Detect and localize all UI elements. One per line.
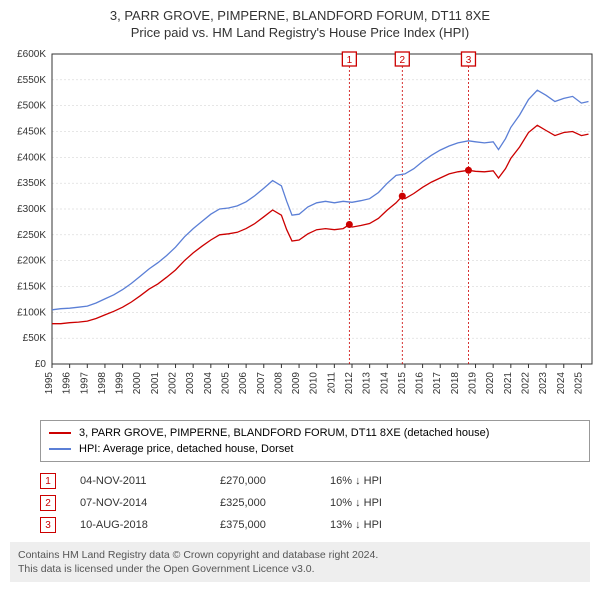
sales-row: 1 04-NOV-2011 £270,000 16% ↓ HPI (40, 470, 590, 492)
svg-text:£400K: £400K (17, 152, 46, 163)
line-chart-svg: £0 £50K £100K £150K £200K £250K £300K £350K £400… (0, 44, 600, 414)
svg-text:£300K: £300K (17, 204, 46, 215)
legend: 3, PARR GROVE, PIMPERNE, BLANDFORD FORUM… (40, 420, 590, 462)
sale-price: £375,000 (220, 519, 330, 531)
svg-text:2016: 2016 (415, 372, 426, 395)
svg-text:2012: 2012 (344, 372, 355, 395)
svg-text:£150K: £150K (17, 282, 46, 293)
svg-text:2001: 2001 (150, 372, 161, 395)
svg-text:2024: 2024 (556, 372, 567, 395)
legend-swatch-red (49, 432, 71, 434)
sales-row: 2 07-NOV-2014 £325,000 10% ↓ HPI (40, 492, 590, 514)
svg-text:2021: 2021 (503, 372, 514, 395)
svg-text:2011: 2011 (326, 372, 337, 394)
svg-text:2014: 2014 (379, 372, 390, 395)
sale-diff: 16% ↓ HPI (330, 475, 450, 487)
footer-attribution: Contains HM Land Registry data © Crown c… (10, 542, 590, 582)
title-block: 3, PARR GROVE, PIMPERNE, BLANDFORD FORUM… (0, 0, 600, 44)
svg-text:2006: 2006 (238, 372, 249, 395)
svg-text:£250K: £250K (17, 230, 46, 241)
legend-label: 3, PARR GROVE, PIMPERNE, BLANDFORD FORUM… (79, 427, 489, 439)
legend-item: 3, PARR GROVE, PIMPERNE, BLANDFORD FORUM… (49, 425, 581, 441)
svg-text:2019: 2019 (468, 372, 479, 395)
svg-text:£450K: £450K (17, 127, 46, 138)
legend-swatch-blue (49, 448, 71, 450)
title-address: 3, PARR GROVE, PIMPERNE, BLANDFORD FORUM… (0, 8, 600, 23)
chart-area: £0 £50K £100K £150K £200K £250K £300K £350K £400… (0, 44, 600, 414)
svg-text:1998: 1998 (97, 372, 108, 395)
sale-date: 04-NOV-2011 (80, 475, 220, 487)
svg-text:£600K: £600K (17, 49, 46, 60)
sale-marker-icon: 2 (40, 495, 56, 511)
title-subtitle: Price paid vs. HM Land Registry's House … (0, 25, 600, 40)
sale-price: £325,000 (220, 497, 330, 509)
svg-text:1: 1 (347, 55, 353, 66)
sales-table: 1 04-NOV-2011 £270,000 16% ↓ HPI 2 07-NO… (40, 470, 590, 536)
svg-text:2008: 2008 (273, 372, 284, 395)
svg-text:£500K: £500K (17, 101, 46, 112)
svg-text:2022: 2022 (520, 372, 531, 395)
svg-text:2007: 2007 (256, 372, 267, 395)
sale-marker-icon: 3 (40, 517, 56, 533)
footer-line: This data is licensed under the Open Gov… (18, 562, 582, 576)
footer-line: Contains HM Land Registry data © Crown c… (18, 548, 582, 562)
sales-row: 3 10-AUG-2018 £375,000 13% ↓ HPI (40, 514, 590, 536)
svg-text:2003: 2003 (185, 372, 196, 395)
svg-text:£100K: £100K (17, 307, 46, 318)
svg-text:2: 2 (400, 55, 406, 66)
svg-text:1999: 1999 (115, 372, 126, 395)
svg-text:2023: 2023 (538, 372, 549, 395)
svg-text:1997: 1997 (79, 372, 90, 395)
svg-text:1995: 1995 (44, 372, 55, 395)
svg-text:1996: 1996 (62, 372, 73, 395)
svg-text:£200K: £200K (17, 256, 46, 267)
svg-text:£50K: £50K (23, 333, 47, 344)
svg-text:2025: 2025 (573, 372, 584, 395)
svg-text:2017: 2017 (432, 372, 443, 395)
svg-text:£350K: £350K (17, 178, 46, 189)
svg-text:£0: £0 (35, 359, 47, 370)
svg-text:2004: 2004 (203, 372, 214, 395)
sale-diff: 13% ↓ HPI (330, 519, 450, 531)
chart-container: 3, PARR GROVE, PIMPERNE, BLANDFORD FORUM… (0, 0, 600, 582)
svg-text:2010: 2010 (309, 372, 320, 395)
sale-marker-icon: 1 (40, 473, 56, 489)
sale-date: 10-AUG-2018 (80, 519, 220, 531)
svg-text:2005: 2005 (220, 372, 231, 395)
sale-diff: 10% ↓ HPI (330, 497, 450, 509)
svg-text:2018: 2018 (450, 372, 461, 395)
sale-date: 07-NOV-2014 (80, 497, 220, 509)
legend-label: HPI: Average price, detached house, Dors… (79, 443, 293, 455)
legend-item: HPI: Average price, detached house, Dors… (49, 441, 581, 457)
svg-text:2002: 2002 (168, 372, 179, 395)
svg-text:2013: 2013 (362, 372, 373, 395)
svg-text:2020: 2020 (485, 372, 496, 395)
sale-price: £270,000 (220, 475, 330, 487)
svg-text:3: 3 (466, 55, 472, 66)
svg-text:2015: 2015 (397, 372, 408, 395)
svg-text:£550K: £550K (17, 75, 46, 86)
svg-text:2000: 2000 (132, 372, 143, 395)
svg-text:2009: 2009 (291, 372, 302, 395)
